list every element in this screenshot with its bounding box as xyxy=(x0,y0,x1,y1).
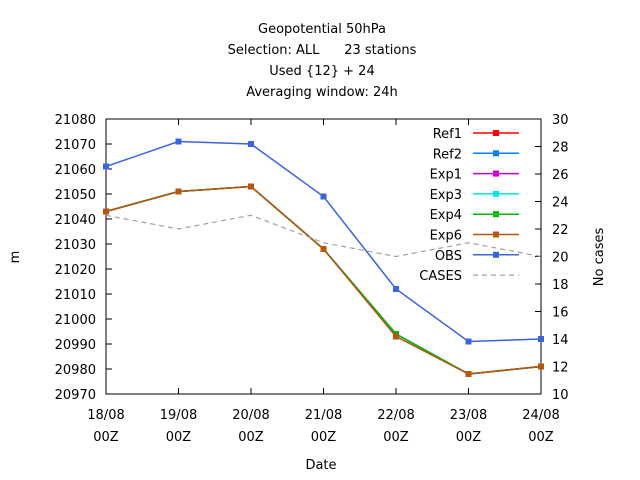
legend-label: CASES xyxy=(419,269,462,284)
y-tick-label: 21040 xyxy=(55,213,96,228)
series-cases xyxy=(105,214,542,258)
series-exp1 xyxy=(103,183,544,377)
x-tick-label-date: 18/08 xyxy=(87,408,124,423)
y-tick-label: 20990 xyxy=(55,338,96,353)
data-point xyxy=(538,336,544,342)
y2-tick-label: 26 xyxy=(552,168,569,183)
x-tick-label-date: 19/08 xyxy=(160,408,197,423)
chart-title: Geopotential 50hPa Selection: ALL 23 sta… xyxy=(228,22,417,100)
title-line-2: Selection: ALL 23 stations xyxy=(228,43,417,58)
title-line-3: Used {12} + 24 xyxy=(269,64,374,79)
data-point xyxy=(103,208,109,215)
data-point xyxy=(320,246,327,252)
y2-tick-label: 24 xyxy=(552,196,569,211)
legend-label: OBS xyxy=(435,249,462,264)
x-tick-label-time: 00Z xyxy=(383,430,409,445)
series-ref2 xyxy=(103,183,544,377)
y2-axis: 10 12 14 16 18 20 22 24 26 28 30 xyxy=(535,113,569,403)
x-tick-label-time: 00Z xyxy=(166,430,192,445)
x-tick-label-time: 00Z xyxy=(528,430,554,445)
legend-swatch-marker xyxy=(493,190,499,197)
title-line-1: Geopotential 50hPa xyxy=(258,22,386,37)
x-tick-label-time: 00Z xyxy=(93,430,119,445)
data-point xyxy=(393,286,399,292)
data-point xyxy=(248,141,254,147)
legend-swatch-marker xyxy=(493,130,499,136)
legend-swatch-marker xyxy=(493,231,499,238)
series-line xyxy=(105,140,542,343)
data-point xyxy=(465,371,472,377)
x-axis-label: Date xyxy=(305,458,336,473)
y2-tick-label: 30 xyxy=(552,113,569,128)
y2-tick-label: 28 xyxy=(552,141,569,156)
series-exp3 xyxy=(103,183,544,377)
y-tick-label: 21050 xyxy=(55,188,96,203)
data-point xyxy=(393,333,399,340)
y2-tick-label: 10 xyxy=(552,388,569,403)
x-tick-label-date: 23/08 xyxy=(450,408,487,423)
x-tick-label-date: 21/08 xyxy=(305,408,342,423)
y-tick-label: 21020 xyxy=(55,263,96,278)
legend-label: Exp1 xyxy=(430,168,462,183)
y-tick-label: 20970 xyxy=(55,388,96,403)
legend-label: Exp4 xyxy=(430,208,462,223)
y2-tick-label: 14 xyxy=(552,333,569,348)
data-point xyxy=(175,188,182,195)
series-exp4 xyxy=(103,183,544,377)
series-exp6 xyxy=(103,183,544,377)
y-tick-label: 21010 xyxy=(55,288,96,303)
title-line-4: Averaging window: 24h xyxy=(246,85,398,100)
data-point xyxy=(103,163,109,170)
legend-label: Exp3 xyxy=(430,188,462,203)
series-ref1 xyxy=(103,183,544,377)
x-tick-label-time: 00Z xyxy=(311,430,337,445)
x-tick-label-date: 22/08 xyxy=(377,408,414,423)
y-axis: 20970 20980 20990 21000 21010 21020 21030 21040… xyxy=(55,113,112,403)
series-obs xyxy=(103,138,544,345)
y2-tick-label: 22 xyxy=(552,223,569,238)
y-tick-label: 21070 xyxy=(55,138,96,153)
plot-frame xyxy=(105,118,542,395)
legend: Ref1 Ref2 Exp1 Exp3 Exp4 Exp6 OBS CASES xyxy=(419,127,519,284)
x-tick-label-time: 00Z xyxy=(238,430,264,445)
legend-label: Ref2 xyxy=(433,147,462,162)
series-layer xyxy=(103,138,544,377)
data-point xyxy=(248,183,254,190)
y2-tick-label: 18 xyxy=(552,278,569,293)
y-axis-label: m xyxy=(8,251,23,264)
legend-label: Exp6 xyxy=(430,229,462,244)
y-tick-label: 21080 xyxy=(55,113,96,128)
y-tick-label: 20980 xyxy=(55,363,96,378)
y-tick-label: 21030 xyxy=(55,238,96,253)
x-tick-label-time: 00Z xyxy=(456,430,482,445)
series-line xyxy=(105,214,542,258)
y-tick-label: 21060 xyxy=(55,163,96,178)
data-point xyxy=(538,363,544,370)
legend-label: Ref1 xyxy=(433,127,462,142)
legend-swatch-marker xyxy=(493,150,499,157)
y2-tick-label: 16 xyxy=(552,306,569,321)
y2-tick-label: 20 xyxy=(552,251,569,266)
legend-swatch-marker xyxy=(493,170,499,177)
legend-swatch-marker xyxy=(493,211,499,218)
legend-swatch-marker xyxy=(493,251,499,258)
y2-tick-label: 12 xyxy=(552,361,569,376)
data-point xyxy=(175,138,182,145)
x-axis: 18/08 00Z 19/08 00Z 20/08 00Z 21/08 00Z 22/08 00Z… xyxy=(87,119,560,445)
x-tick-label-date: 20/08 xyxy=(232,408,269,423)
data-point xyxy=(320,193,327,200)
data-point xyxy=(465,338,472,345)
y2-axis-label: No cases xyxy=(592,228,607,287)
x-tick-label-date: 24/08 xyxy=(522,408,559,423)
y-tick-label: 21000 xyxy=(55,313,96,328)
